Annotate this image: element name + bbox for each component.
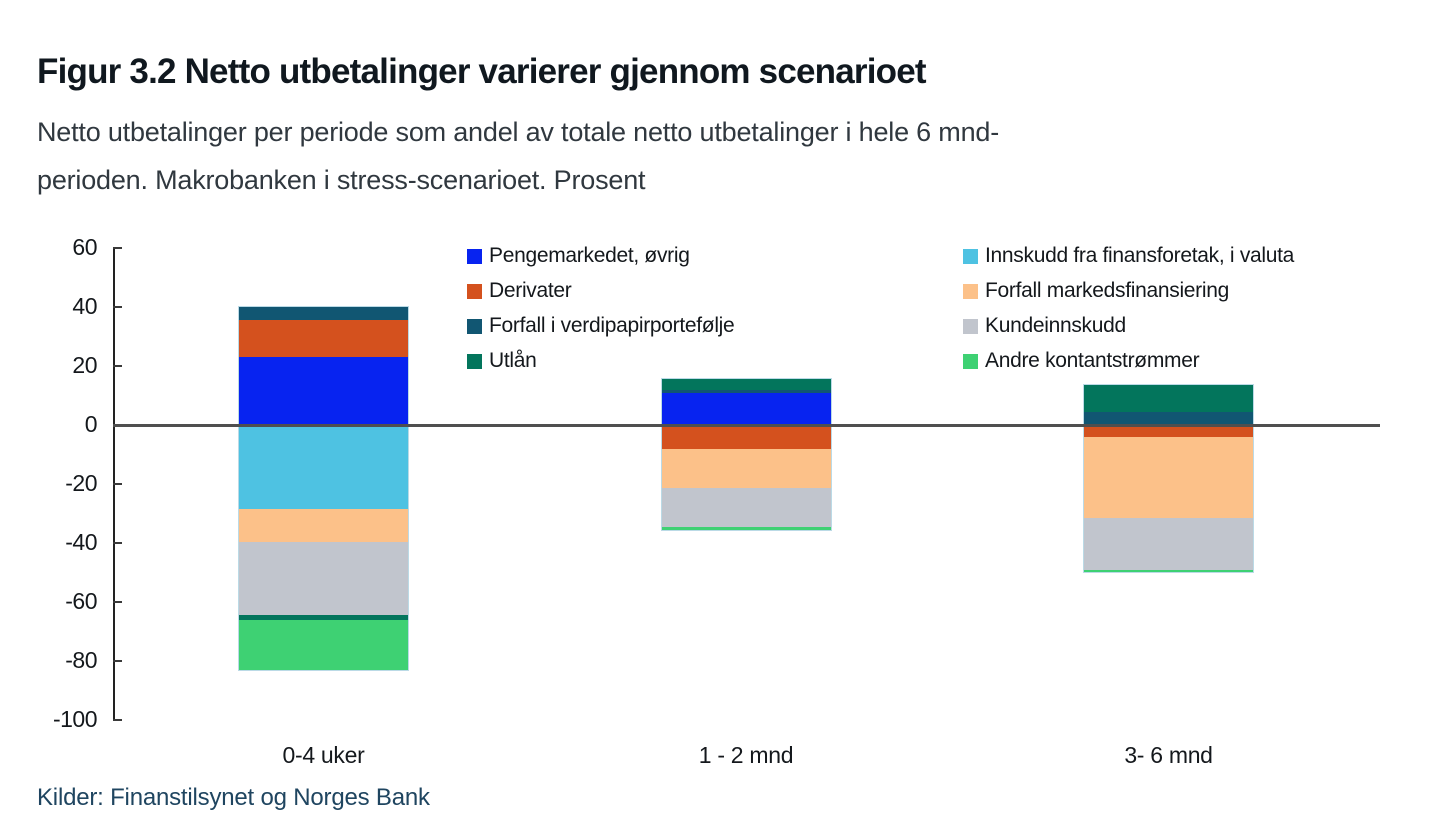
legend-swatch <box>467 248 482 264</box>
x-axis-label: 3- 6 mnd <box>1124 742 1213 768</box>
x-axis-label: 0-4 uker <box>282 742 365 768</box>
legend-item: Kundeinnskudd <box>963 314 1126 337</box>
legend-item: Pengemarkedet, øvrig <box>467 244 690 267</box>
legend-label: Forfall i verdipapirportefølje <box>489 314 735 337</box>
bar-segment <box>661 526 831 530</box>
y-axis-label: 20 <box>72 352 97 378</box>
legend-swatch <box>963 318 978 334</box>
bar-segment <box>1084 436 1253 518</box>
legend-item: Utlån <box>467 349 537 372</box>
legend-swatch <box>467 283 482 299</box>
bar-segment <box>661 448 831 489</box>
legend-label: Derivater <box>489 279 572 302</box>
legend-item: Derivater <box>467 279 572 302</box>
y-axis-tick <box>113 247 122 249</box>
legend-item: Forfall markedsfinansiering <box>963 279 1230 302</box>
y-axis-label: 40 <box>72 293 97 319</box>
bar-segment <box>1084 517 1253 570</box>
figure-title: Figur 3.2 Netto utbetalinger varierer gj… <box>37 52 927 91</box>
bar-segment <box>239 615 408 620</box>
bar-segment <box>1084 411 1253 425</box>
bar-segment <box>661 488 831 527</box>
y-axis-tick <box>113 660 122 662</box>
y-axis-tick <box>113 306 122 308</box>
y-axis-label: -80 <box>65 647 97 673</box>
y-axis-tick <box>113 365 122 367</box>
legend-label: Andre kontantstrømmer <box>985 349 1200 372</box>
legend-item: Innskudd fra finansforetak, i valuta <box>963 244 1295 267</box>
bar-segment <box>1084 425 1253 437</box>
legend-item: Forfall i verdipapirportefølje <box>467 314 735 337</box>
y-axis-label: -40 <box>65 529 97 555</box>
y-axis-tick <box>113 601 122 603</box>
legend-swatch <box>467 318 482 334</box>
bar-segment <box>661 379 831 390</box>
legend-label: Kundeinnskudd <box>985 314 1126 337</box>
zero-line <box>113 424 1380 427</box>
y-axis-label: 0 <box>84 411 98 437</box>
legend-label: Forfall markedsfinansiering <box>985 279 1230 302</box>
y-axis-label: -60 <box>65 588 97 614</box>
figure-subtitle: Netto utbetalinger per periode som andel… <box>37 108 999 204</box>
legend-swatch <box>963 283 978 299</box>
bar-segment <box>239 509 408 542</box>
bar-segment <box>661 425 831 449</box>
y-axis-label: -100 <box>52 706 98 732</box>
legend-swatch <box>963 248 978 264</box>
bar-segment <box>1084 569 1253 572</box>
legend-label: Pengemarkedet, øvrig <box>489 244 690 267</box>
bar-segment <box>239 619 408 670</box>
bar-segment <box>661 392 831 425</box>
bar-segment <box>239 307 408 321</box>
figure-subtitle-line2: perioden. Makrobanken i stress-scenarioe… <box>37 165 646 195</box>
y-axis-label: -20 <box>65 470 97 496</box>
bar-segment <box>239 320 408 358</box>
bar-segment <box>239 425 408 510</box>
legend-label: Innskudd fra finansforetak, i valuta <box>985 244 1295 267</box>
legend-swatch <box>963 353 978 369</box>
figure-subtitle-line1: Netto utbetalinger per periode som andel… <box>37 117 1000 147</box>
x-axis-label: 1 - 2 mnd <box>698 742 794 768</box>
legend-item: Andre kontantstrømmer <box>963 349 1200 372</box>
legend-label: Utlån <box>489 349 537 372</box>
bar-segment <box>239 541 408 616</box>
y-axis-label: 60 <box>72 234 97 260</box>
y-axis-tick <box>113 542 122 544</box>
bar-segment <box>661 389 831 393</box>
legend-swatch <box>467 353 482 369</box>
y-axis-tick <box>113 719 122 721</box>
source-note: Kilder: Finanstilsynet og Norges Bank <box>37 784 430 811</box>
bar-segment <box>239 357 408 425</box>
y-axis-tick <box>113 483 122 485</box>
bar-segment <box>1084 385 1253 412</box>
